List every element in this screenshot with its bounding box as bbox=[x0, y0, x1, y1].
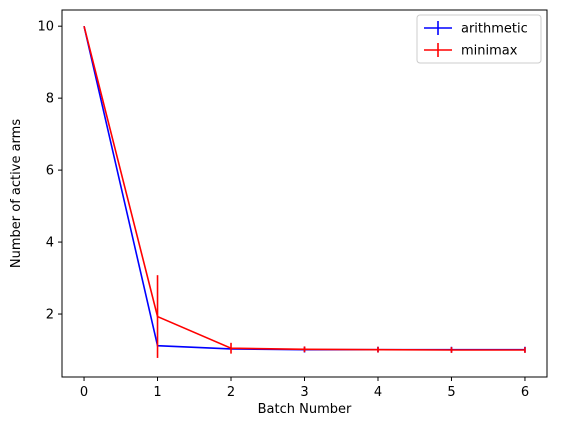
y-tick-label: 2 bbox=[46, 308, 54, 323]
y-tick-label: 10 bbox=[37, 20, 54, 35]
x-tick-label: 3 bbox=[300, 385, 308, 400]
series-minimax bbox=[83, 25, 526, 358]
legend: arithmetic minimax bbox=[416, 14, 542, 64]
x-axis-label: Batch Number bbox=[258, 402, 352, 417]
y-tick-label: 4 bbox=[46, 236, 54, 251]
x-tick-label: 0 bbox=[80, 385, 88, 400]
y-tick-label: 8 bbox=[46, 92, 54, 107]
y-tick-label: 6 bbox=[46, 164, 54, 179]
x-tick-label: 2 bbox=[227, 385, 235, 400]
plot-layer bbox=[83, 25, 526, 358]
x-tick-label: 1 bbox=[153, 385, 161, 400]
legend-item-minimax: minimax bbox=[424, 43, 518, 59]
x-tick-label: 6 bbox=[521, 385, 529, 400]
y-axis-ticks: 2 4 6 8 10 bbox=[37, 20, 62, 323]
y-axis-label: Number of active arms bbox=[9, 119, 24, 268]
x-tick-label: 4 bbox=[374, 385, 382, 400]
series-arithmetic bbox=[83, 26, 526, 353]
series-line-minimax bbox=[83, 25, 525, 351]
x-tick-label: 5 bbox=[447, 385, 455, 400]
legend-label: minimax bbox=[461, 44, 518, 59]
x-axis-ticks: 0 1 2 3 4 5 6 bbox=[80, 377, 529, 400]
plot-frame bbox=[61, 9, 548, 378]
legend-box bbox=[416, 14, 542, 64]
series-line-arithmetic bbox=[83, 26, 525, 351]
legend-label: arithmetic bbox=[461, 22, 528, 37]
legend-item-arithmetic: arithmetic bbox=[424, 21, 528, 37]
